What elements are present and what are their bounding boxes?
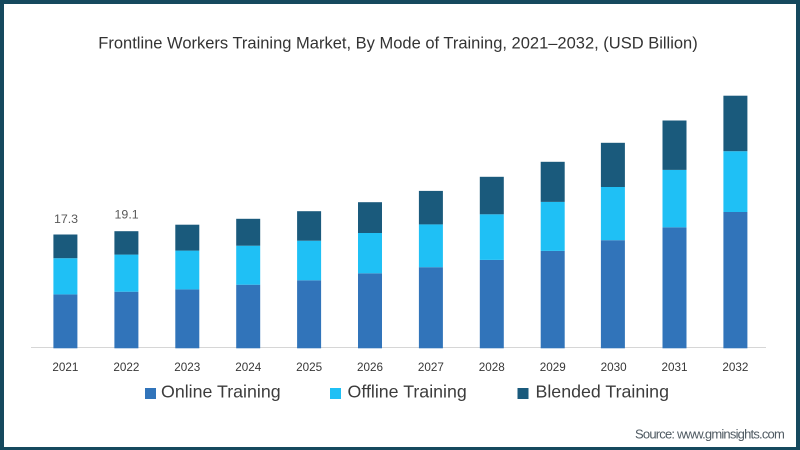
svg-text:2032: 2032 (722, 361, 748, 374)
svg-text:2022: 2022 (113, 361, 139, 374)
svg-text:2021: 2021 (52, 361, 78, 374)
svg-text:Offline Training: Offline Training (348, 382, 467, 402)
svg-text:17.3: 17.3 (54, 212, 78, 226)
svg-text:2024: 2024 (235, 361, 262, 374)
svg-text:Source: www.gminsights.com: Source: www.gminsights.com (635, 426, 784, 441)
svg-text:Frontline Workers Training Mar: Frontline Workers Training Market, By Mo… (98, 35, 697, 53)
svg-text:2028: 2028 (479, 361, 505, 374)
svg-text:Online Training: Online Training (161, 382, 281, 402)
svg-text:19.1: 19.1 (115, 208, 139, 222)
svg-text:2029: 2029 (540, 361, 566, 374)
svg-text:Blended Training: Blended Training (536, 382, 669, 402)
svg-text:2031: 2031 (661, 361, 687, 374)
svg-text:2026: 2026 (357, 361, 383, 374)
svg-text:2030: 2030 (601, 361, 628, 374)
svg-text:2027: 2027 (418, 361, 444, 374)
svg-text:2023: 2023 (174, 361, 200, 374)
svg-text:2025: 2025 (296, 361, 323, 374)
